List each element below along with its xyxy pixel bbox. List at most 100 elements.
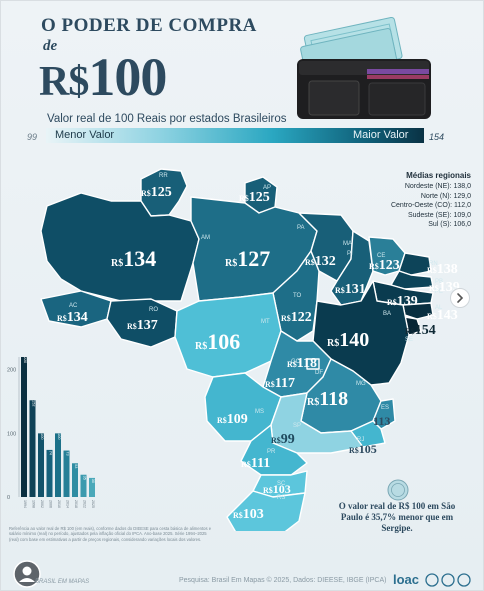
color-scale-bar: [46, 128, 424, 143]
state-code: AM: [201, 235, 210, 241]
chevron-right-icon[interactable]: [450, 288, 470, 308]
state-code: MA: [343, 241, 352, 247]
history-bar-label: 100: [57, 433, 61, 439]
state-code: SC: [277, 481, 286, 487]
value-label-ES: 113: [373, 414, 390, 428]
state-code: PI: [347, 251, 353, 257]
state-code: MG: [356, 381, 366, 387]
value-label-PI: R$131: [335, 282, 366, 297]
regional-row: Sudeste (SE): 109,0: [407, 211, 471, 219]
state-PR: [240, 424, 308, 476]
history-bar-label: 220: [23, 357, 27, 363]
history-bar-label: 73: [66, 451, 70, 455]
avatar-icon[interactable]: [13, 560, 41, 588]
history-bar: [38, 433, 44, 497]
state-code: PB: [435, 279, 443, 285]
wallet-icon: 100: [297, 16, 431, 119]
state-code: SP: [293, 423, 301, 429]
y-tick-label: 100: [7, 431, 16, 437]
state-code: RN: [429, 261, 438, 267]
note-text: O valor real de R$ 100 em São Paulo é 35…: [338, 501, 456, 533]
value-label-MS: R$109: [217, 412, 248, 427]
state-RN: [398, 252, 432, 276]
value-label-MG: R$118: [307, 388, 348, 410]
state-code: DF: [315, 370, 323, 376]
regional-row: Centro-Oeste (CO): 112,0: [390, 202, 471, 209]
state-RS: [226, 490, 306, 531]
history-year-label: 2006: [49, 500, 53, 508]
state-code: PA: [297, 225, 305, 231]
state-code: PE: [435, 289, 443, 295]
state-code: ES: [381, 405, 389, 411]
value-label-AC: R$134: [57, 310, 88, 325]
value-label-BA: R$140: [327, 329, 369, 351]
state-code: RS: [277, 495, 285, 501]
value-label-SE: R$154: [405, 323, 436, 338]
history-bar-chart: 200 100 0 220 1994 152 1998 100 2002 74 2006 100 201…: [7, 357, 95, 508]
state-code: PR: [267, 449, 276, 455]
state-code: CE: [377, 253, 385, 259]
title-amount: R$100: [39, 46, 167, 108]
history-year-label: 2025: [91, 500, 95, 508]
value-label-AM: R$134: [111, 246, 156, 271]
history-bar: [46, 449, 53, 497]
history-year-label: 1994: [23, 500, 27, 508]
history-bar-label: 35: [83, 476, 87, 480]
regional-averages: Médias regionais Nordeste (NE): 138,0 No…: [361, 171, 471, 230]
regional-row: Sul (S): 106,0: [428, 221, 471, 228]
history-year-label: 2018: [74, 500, 78, 508]
state-code: RR: [159, 173, 168, 179]
history-bar: [89, 477, 95, 497]
value-label-MA: R$132: [305, 254, 336, 269]
subtitle: Valor real de 100 Reais por estados Bras…: [47, 113, 287, 125]
state-RO: [106, 298, 178, 348]
scale-min-value: 99: [27, 132, 38, 142]
state-code: BA: [383, 311, 391, 317]
state-code: MT: [261, 319, 270, 325]
history-bar-label: 100: [40, 433, 44, 439]
history-bar: [72, 463, 78, 497]
value-label-MT: R$106: [195, 329, 240, 354]
title-currency: R$: [39, 59, 89, 105]
state-code: AL: [435, 305, 443, 311]
history-bar: [55, 433, 61, 497]
regional-row: Norte (N): 129,0: [420, 192, 471, 200]
title-line1: O PODER DE COMPRA: [41, 15, 257, 36]
footer-brand: BRASIL EM MAPAS: [35, 579, 90, 585]
y-tick-label: 0: [7, 495, 10, 501]
history-bar-label: 152: [32, 400, 36, 406]
state-code: RO: [149, 307, 158, 313]
regional-row: Nordeste (NE): 138,0: [404, 183, 471, 190]
state-DF: [306, 358, 320, 370]
value-label-RR: R$125: [141, 185, 172, 200]
value-label-PR: R$111: [241, 456, 270, 471]
history-year-label: 2014: [66, 500, 70, 508]
history-year-label: 2022: [83, 500, 87, 508]
coin-icon: [387, 479, 409, 501]
history-bar-label: 30: [91, 479, 95, 483]
value-label-PE: R$139: [387, 294, 418, 309]
title-line2: de: [43, 38, 58, 54]
value-label-PA: R$127: [225, 246, 270, 271]
value-label-SP: R$99: [271, 432, 295, 447]
state-code: TO: [293, 293, 302, 299]
brazil-map: RR AP AM PA MA PI CE RN PB PE AL SE BA A…: [40, 168, 460, 531]
history-year-label: 2010: [57, 500, 61, 508]
y-tick-label: 200: [7, 368, 16, 374]
state-AM: [40, 192, 200, 302]
scale-max-label: Maior Valor: [353, 129, 409, 141]
title-value: 100: [88, 47, 167, 107]
scale-min-label: Menor Valor: [55, 129, 115, 141]
scale-max-value: 154: [429, 132, 445, 142]
state-code: AP: [263, 185, 271, 191]
history-bar: [63, 450, 70, 497]
value-label-CE: R$123: [369, 258, 400, 273]
value-label-GO: R$117: [265, 376, 295, 391]
history-year-label: 1998: [32, 500, 36, 508]
state-code: MS: [255, 409, 264, 415]
state-code: GO: [291, 359, 301, 365]
license-icons: [425, 573, 471, 587]
value-label-TO: R$122: [281, 310, 312, 325]
state-code: RJ: [357, 437, 364, 443]
value-label-RN: R$138: [427, 262, 458, 277]
